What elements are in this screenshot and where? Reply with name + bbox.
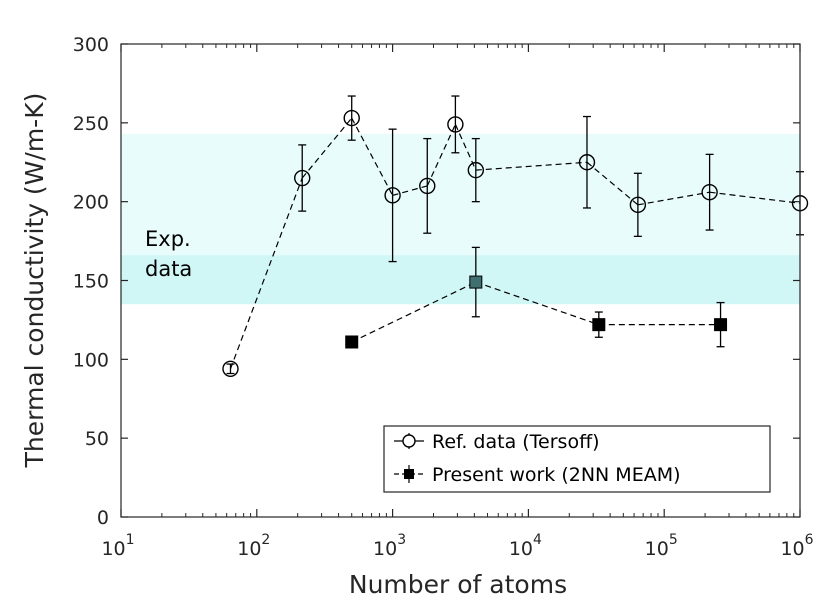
x-tick-label: 103 bbox=[373, 532, 406, 560]
series-0-segment bbox=[392, 185, 428, 196]
band-label-line-2: data bbox=[145, 257, 192, 281]
data-point bbox=[447, 116, 464, 133]
y-tick-label: 50 bbox=[85, 428, 109, 450]
legend: Ref. data (Tersoff) Present work (2NN ME… bbox=[383, 425, 771, 493]
series-1-segment bbox=[351, 281, 477, 343]
data-point bbox=[629, 196, 647, 214]
series-0-segment bbox=[475, 161, 588, 171]
y-tick-label: 300 bbox=[73, 34, 109, 56]
legend-symbol-ref bbox=[394, 433, 424, 449]
data-point bbox=[345, 335, 359, 349]
exp-band-narrow bbox=[121, 255, 800, 305]
x-tick-label: 106 bbox=[780, 532, 813, 560]
series-0-segment bbox=[709, 191, 801, 204]
data-point bbox=[469, 275, 483, 289]
data-point bbox=[714, 318, 728, 332]
x-tick-label: 104 bbox=[509, 532, 542, 560]
series-1-segment bbox=[475, 281, 600, 326]
experimental-bands bbox=[121, 133, 800, 305]
legend-label-present: Present work (2NN MEAM) bbox=[432, 464, 681, 486]
y-tick-label: 100 bbox=[73, 349, 109, 371]
y-axis-title: Thermal conductivity (W/m-K) bbox=[20, 93, 49, 469]
y-tick-label: 250 bbox=[73, 113, 109, 135]
series-0-segment bbox=[351, 117, 394, 196]
axes: 0 50 100 150 200 250 300 101 102 103 104 105 106 bbox=[73, 34, 814, 560]
data-point bbox=[467, 161, 485, 179]
series-0-segment bbox=[426, 124, 456, 187]
data-point bbox=[578, 154, 596, 171]
data-point bbox=[701, 184, 718, 201]
series-0-segment bbox=[301, 117, 353, 179]
y-tick-label: 150 bbox=[73, 271, 109, 293]
x-tick-label: 101 bbox=[101, 532, 134, 560]
x-axis-title: Number of atoms bbox=[349, 570, 567, 599]
data-point bbox=[419, 177, 436, 195]
band-label: Exp. data bbox=[145, 227, 192, 281]
legend-circle bbox=[402, 434, 416, 448]
legend-label-ref: Ref. data (Tersoff) bbox=[432, 431, 600, 453]
data-point bbox=[384, 187, 401, 204]
series-1 bbox=[345, 246, 728, 349]
legend-box bbox=[383, 425, 771, 493]
x-tick-label: 105 bbox=[645, 532, 678, 560]
data-point bbox=[294, 169, 311, 187]
legend-symbol-present bbox=[394, 465, 424, 483]
series-0-segment bbox=[229, 177, 303, 370]
data-point bbox=[592, 318, 606, 332]
x-tick-label: 102 bbox=[237, 532, 270, 560]
band-label-line-1: Exp. bbox=[145, 227, 191, 251]
data-point bbox=[343, 109, 360, 127]
series-0-segment bbox=[637, 191, 710, 206]
y-tick-label: 0 bbox=[97, 507, 109, 529]
legend-square bbox=[404, 469, 414, 479]
y-tick-label: 200 bbox=[73, 192, 109, 214]
data-point bbox=[222, 360, 239, 377]
series-0-segment bbox=[454, 124, 477, 171]
series-0-segment bbox=[586, 161, 639, 206]
